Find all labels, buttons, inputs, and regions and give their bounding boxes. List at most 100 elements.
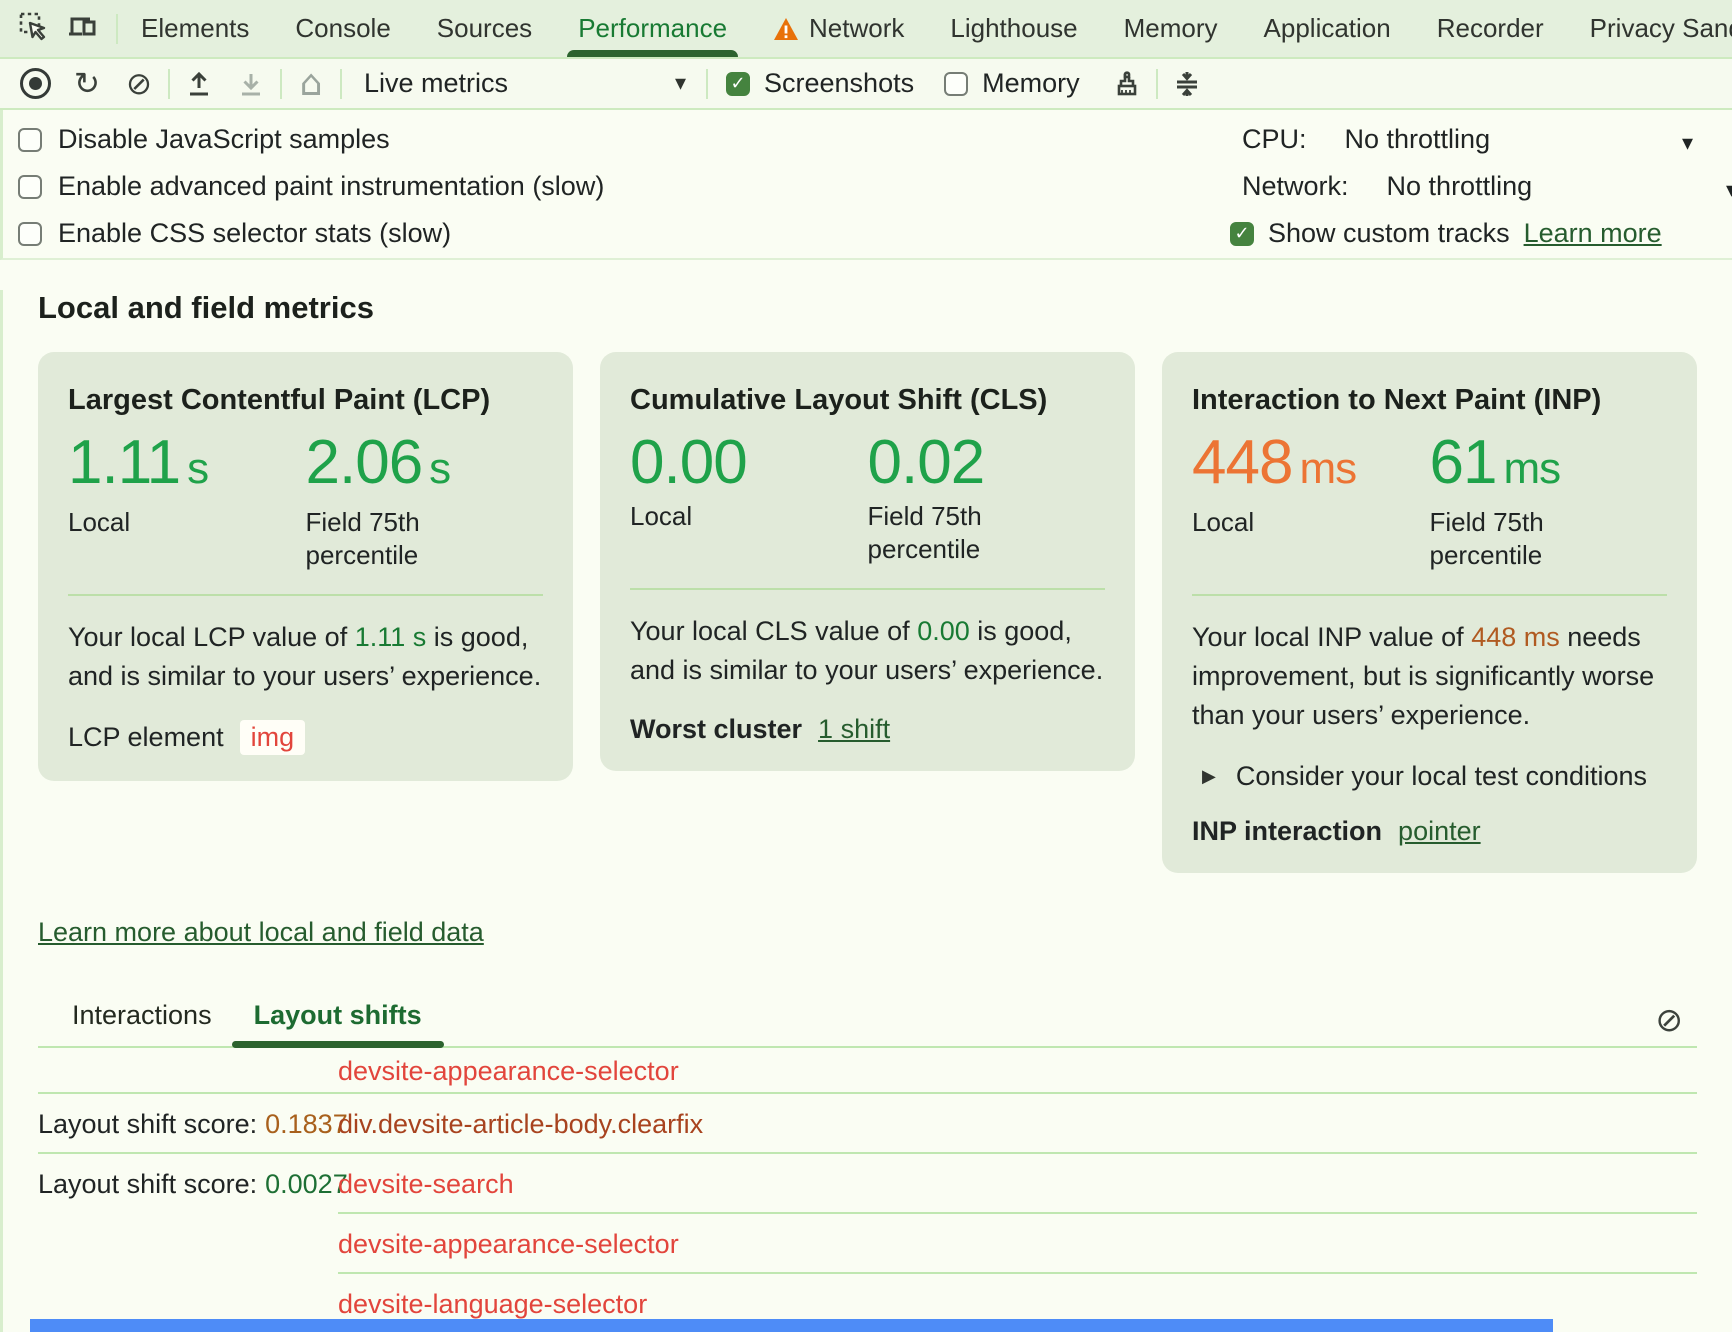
worst-cluster-label: Worst cluster: [630, 714, 803, 744]
warning-icon: [773, 17, 799, 41]
inp-card: Interaction to Next Paint (INP) 448 ms Lo…: [1162, 352, 1697, 873]
toolbar-separator: [280, 68, 282, 99]
tab-recorder[interactable]: Recorder: [1414, 0, 1567, 57]
screenshots-checkbox[interactable]: ✓ Screenshots: [714, 68, 926, 99]
shrink-panel-icon[interactable]: [1164, 63, 1210, 105]
local-label: Local: [68, 507, 131, 537]
layout-shift-row[interactable]: Layout shift score: 0.0027 devsite-search: [38, 1154, 1697, 1214]
layout-shift-row[interactable]: devsite-language-selector: [38, 1274, 1697, 1332]
tab-memory[interactable]: Memory: [1101, 0, 1241, 57]
tab-interactions[interactable]: Interactions: [72, 1000, 212, 1030]
history-dropdown[interactable]: Live metrics ▾: [348, 63, 700, 105]
tab-label: Network: [809, 13, 905, 43]
memory-label: Memory: [982, 68, 1080, 98]
layout-shift-row[interactable]: devsite-appearance-selector: [38, 1214, 1697, 1274]
inp-local-value-block: 448 ms Local: [1192, 429, 1430, 572]
tab-network[interactable]: Network: [750, 0, 927, 57]
inp-local-value: 448: [1192, 428, 1293, 497]
home-live-metrics-icon[interactable]: ⌂: [299, 63, 323, 104]
network-label: Network:: [1242, 171, 1349, 201]
inspect-element-icon[interactable]: [18, 11, 48, 46]
tab-label: Lighthouse: [950, 13, 1078, 43]
local-label: Local: [1192, 507, 1255, 537]
expander-label: Consider your local test conditions: [1235, 761, 1648, 791]
cls-field-value-block: 0.02 Field 75th percentile: [868, 429, 1106, 566]
field-label: Field 75th percentile: [867, 501, 982, 564]
inp-inline-value: 448 ms: [1471, 622, 1560, 652]
lcp-inline-value: 1.11 s: [354, 622, 427, 652]
tab-label: Elements: [141, 13, 250, 43]
clear-icon[interactable]: ⊘: [126, 65, 152, 102]
score-value: 0.1837: [265, 1108, 348, 1139]
field-label: Field 75th percentile: [305, 507, 420, 570]
live-metrics-logs: Interactions Layout shifts ⊘ devsite-app…: [38, 994, 1697, 1332]
tab-label: Memory: [1123, 13, 1218, 43]
lcp-local-unit: s: [187, 444, 209, 493]
tab-console[interactable]: Console: [272, 0, 413, 57]
tab-elements[interactable]: Elements: [118, 0, 272, 57]
option-label: Enable advanced paint instrumentation (s…: [58, 171, 605, 201]
worst-cluster-link[interactable]: 1 shift: [818, 714, 891, 744]
tab-application[interactable]: Application: [1241, 0, 1414, 57]
toolbar-separator: [1155, 68, 1158, 99]
cls-card-title: Cumulative Layout Shift (CLS): [630, 384, 1048, 416]
advanced-paint-checkbox[interactable]: Enable advanced paint instrumentation (s…: [3, 163, 1732, 210]
card-divider: [68, 594, 543, 596]
css-selector-stats-checkbox[interactable]: Enable CSS selector stats (slow): [3, 210, 1732, 257]
disable-js-samples-checkbox[interactable]: Disable JavaScript samples: [3, 116, 1732, 163]
garbage-collect-icon[interactable]: [1104, 63, 1150, 105]
option-label: Disable JavaScript samples: [58, 124, 390, 154]
local-test-conditions-expander[interactable]: ▶ Consider your local test conditions: [1192, 761, 1667, 792]
custom-tracks-checkbox[interactable]: ✓: [1230, 221, 1254, 246]
inp-local-unit: ms: [1299, 444, 1357, 493]
cls-local-value: 0.00: [630, 428, 748, 497]
field-data-learn-more-link[interactable]: Learn more about local and field data: [38, 917, 484, 947]
local-label: Local: [630, 501, 693, 531]
lcp-element-link[interactable]: img: [239, 720, 306, 755]
network-throttling-select[interactable]: Network: No throttling ▾: [1242, 171, 1732, 203]
tab-label: Performance: [578, 13, 728, 43]
layout-shift-row[interactable]: devsite-appearance-selector: [38, 1048, 1697, 1094]
checkbox-unchecked-icon: [944, 71, 969, 96]
cls-local-value-block: 0.00 Local: [630, 429, 868, 566]
upload-profile-icon[interactable]: [176, 63, 222, 105]
inp-field-value-block: 61 ms Field 75th percentile: [1430, 429, 1668, 572]
tab-lighthouse[interactable]: Lighthouse: [927, 0, 1100, 57]
shift-element-link[interactable]: devsite-appearance-selector: [338, 1228, 679, 1259]
cpu-throttling-select[interactable]: CPU: No throttling ▾: [1242, 124, 1712, 156]
cpu-value: No throttling: [1344, 124, 1491, 154]
tab-privacy-sandbox[interactable]: Privacy Sand: [1567, 0, 1732, 57]
tab-sources[interactable]: Sources: [414, 0, 555, 57]
cls-card: Cumulative Layout Shift (CLS) 0.00 Local…: [600, 352, 1135, 771]
record-icon[interactable]: [12, 63, 58, 105]
performance-options: Disable JavaScript samples Enable advanc…: [0, 110, 1732, 260]
shift-element-link[interactable]: devsite-appearance-selector: [338, 1055, 679, 1086]
shift-element-link[interactable]: devsite-search: [338, 1168, 514, 1199]
download-profile-icon[interactable]: [228, 63, 274, 105]
clear-log-icon[interactable]: ⊘: [1655, 1000, 1683, 1039]
lcp-local-value: 1.11: [68, 428, 181, 497]
selected-row-highlight: [30, 1319, 1553, 1332]
inp-interaction-label: INP interaction: [1192, 816, 1383, 846]
learn-more-link[interactable]: Learn more: [1523, 218, 1662, 248]
layout-shift-row[interactable]: Layout shift score: 0.1837 div.devsite-ar…: [38, 1094, 1697, 1154]
cls-field-value: 0.02: [867, 428, 986, 497]
score-cell: Layout shift score: 0.1837: [38, 1109, 348, 1140]
memory-checkbox[interactable]: Memory: [932, 68, 1092, 99]
shift-element-link[interactable]: devsite-language-selector: [338, 1288, 648, 1319]
inp-card-title: Interaction to Next Paint (INP): [1192, 384, 1602, 416]
screenshots-label: Screenshots: [764, 68, 915, 98]
expand-triangle-icon: ▶: [1202, 766, 1216, 787]
tab-performance[interactable]: Performance: [555, 0, 750, 57]
inp-field-value: 61: [1429, 428, 1498, 497]
device-toolbar-icon[interactable]: [68, 11, 98, 46]
tabbar-separator: [116, 13, 118, 44]
score-value: 0.0027: [265, 1168, 348, 1199]
checkbox-unchecked-icon: [18, 174, 42, 199]
inp-field-unit: ms: [1503, 444, 1561, 493]
shift-element-link[interactable]: div.devsite-article-body.clearfix: [338, 1108, 704, 1139]
inp-interaction-link[interactable]: pointer: [1398, 816, 1481, 846]
tab-layout-shifts[interactable]: Layout shifts: [231, 1000, 444, 1048]
tab-label: Console: [295, 13, 391, 43]
reload-and-record-icon[interactable]: ↻: [74, 65, 100, 102]
